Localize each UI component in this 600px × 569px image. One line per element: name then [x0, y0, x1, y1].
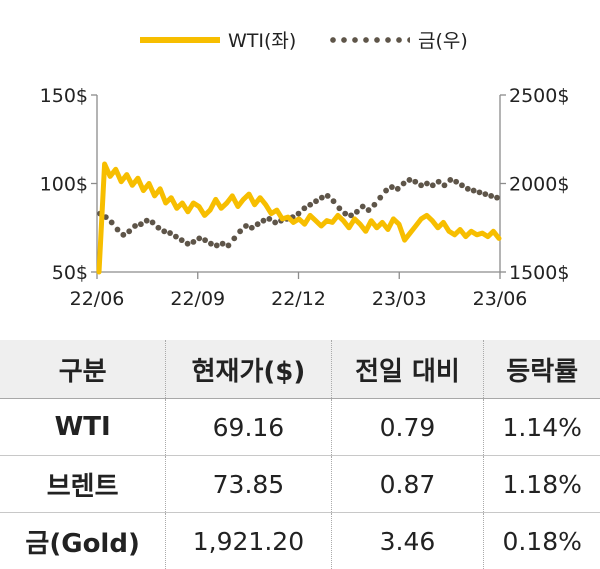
legend-swatch-wti — [140, 37, 220, 43]
gold-point — [430, 182, 436, 188]
gold-point — [272, 220, 278, 226]
gold-point — [389, 184, 395, 190]
header-change-rate: 등락률 — [484, 340, 600, 399]
gold-point — [138, 221, 144, 227]
gold-point — [412, 179, 418, 185]
table-row: 브렌트 73.85 0.87 1.18% — [0, 456, 600, 513]
row-label: WTI — [0, 399, 166, 456]
gold-point — [407, 177, 413, 183]
gold-point — [173, 234, 179, 240]
gold-point — [120, 232, 126, 238]
gold-point — [266, 216, 272, 222]
gold-point — [436, 179, 442, 185]
chart-legend: WTI(좌) 금(우) — [0, 26, 600, 56]
gold-point — [401, 181, 407, 187]
gold-point — [494, 195, 500, 201]
x-tick-label: 22/09 — [170, 288, 225, 310]
gold-point — [488, 193, 494, 199]
gold-point — [442, 182, 448, 188]
left-y-tick-label: 50$ — [52, 262, 88, 284]
price-table: 구분 현재가($) 전일 대비 등락률 WTI 69.16 0.79 1.14%… — [0, 340, 600, 569]
row-label: 브렌트 — [0, 456, 166, 513]
gold-point — [237, 228, 243, 234]
gold-point — [196, 235, 202, 241]
cell-price: 69.16 — [166, 399, 331, 456]
gold-point — [447, 177, 453, 183]
gold-point — [482, 191, 488, 197]
table-row: WTI 69.16 0.79 1.14% — [0, 399, 600, 456]
gold-point — [208, 241, 214, 247]
gold-point — [296, 211, 302, 217]
gold-point — [150, 220, 156, 226]
gold-point — [424, 181, 430, 187]
gold-point — [371, 202, 377, 208]
gold-point — [342, 211, 348, 217]
gold-point — [167, 230, 173, 236]
legend-item-gold: 금(우) — [330, 26, 468, 53]
gold-point — [418, 182, 424, 188]
chart-series — [97, 164, 500, 272]
cell-price: 73.85 — [166, 456, 331, 513]
gold-point — [144, 218, 150, 224]
gold-point — [243, 223, 249, 229]
gold-point — [132, 223, 138, 229]
legend-label-gold: 금(우) — [418, 26, 468, 53]
gold-point — [395, 186, 401, 192]
legend-item-wti: WTI(좌) — [140, 26, 296, 53]
right-y-tick-label: 1500$ — [509, 262, 569, 284]
gold-point — [360, 204, 366, 210]
gold-point — [255, 221, 261, 227]
gold-point — [109, 220, 115, 226]
gold-point — [249, 225, 255, 231]
cell-change: 0.87 — [331, 456, 484, 513]
gold-point — [226, 243, 232, 249]
gold-point — [155, 225, 161, 231]
gold-point — [465, 186, 471, 192]
gold-point — [191, 239, 197, 245]
left-y-tick-label: 150$ — [40, 85, 88, 107]
header-change: 전일 대비 — [331, 340, 484, 399]
gold-point — [261, 218, 267, 224]
gold-point — [331, 198, 337, 204]
legend-label-wti: WTI(좌) — [228, 26, 296, 53]
left-y-tick-label: 100$ — [40, 174, 88, 196]
gold-point — [220, 241, 226, 247]
header-current-price: 현재가($) — [166, 340, 331, 399]
gold-point — [214, 243, 220, 249]
gold-point — [202, 237, 208, 243]
gold-point — [453, 179, 459, 185]
cell-rate: 1.14% — [484, 399, 600, 456]
gold-point — [354, 209, 360, 215]
gold-point — [179, 237, 185, 243]
x-tick-label: 22/06 — [70, 288, 125, 310]
cell-rate: 1.18% — [484, 456, 600, 513]
legend-swatch-gold — [330, 37, 410, 43]
gold-point — [161, 228, 167, 234]
gold-point — [115, 227, 121, 233]
gold-point — [366, 207, 372, 213]
header-category: 구분 — [0, 340, 166, 399]
gold-point — [336, 205, 342, 211]
gold-point — [459, 182, 465, 188]
gold-point — [307, 202, 313, 208]
gold-point — [471, 188, 477, 194]
x-tick-label: 23/06 — [473, 288, 528, 310]
right-y-tick-label: 2500$ — [509, 85, 569, 107]
gold-point — [477, 189, 483, 195]
gold-point — [377, 195, 383, 201]
right-y-tick-label: 2000$ — [509, 174, 569, 196]
gold-point — [126, 228, 132, 234]
gold-point — [325, 193, 331, 199]
gold-point — [301, 205, 307, 211]
gold-point — [231, 235, 237, 241]
x-tick-label: 22/12 — [271, 288, 326, 310]
gold-point — [319, 195, 325, 201]
gold-point — [313, 198, 319, 204]
gold-point — [383, 188, 389, 194]
table-header-row: 구분 현재가($) 전일 대비 등락률 — [0, 340, 600, 399]
cell-change: 0.79 — [331, 399, 484, 456]
gold-point — [185, 241, 191, 247]
x-tick-label: 23/03 — [372, 288, 427, 310]
